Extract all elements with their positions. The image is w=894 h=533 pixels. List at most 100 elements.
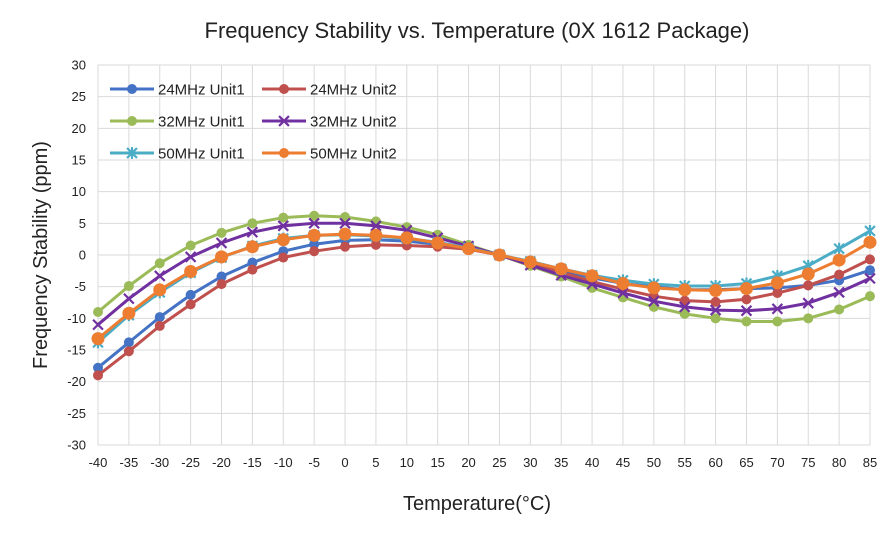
series-4 — [92, 217, 876, 331]
y-tick-label: -5 — [74, 279, 86, 294]
data-point — [308, 217, 320, 230]
data-point — [185, 299, 196, 310]
series-line — [97, 221, 871, 326]
data-point — [127, 84, 137, 94]
data-point — [216, 271, 227, 282]
y-tick-label: 10 — [72, 184, 86, 199]
legend-item: 50MHz Unit1 — [110, 146, 245, 163]
data-point — [741, 316, 752, 327]
legend-item: 50MHz Unit2 — [262, 146, 397, 163]
legend-label: 24MHz Unit1 — [158, 82, 245, 99]
data-point — [93, 307, 103, 317]
data-point — [276, 233, 290, 247]
data-point — [340, 241, 351, 252]
legend-label: 24MHz Unit2 — [310, 82, 397, 99]
x-tick-label: 25 — [492, 455, 506, 470]
data-point — [709, 283, 723, 297]
data-point — [247, 264, 258, 275]
data-point — [278, 115, 290, 127]
data-point — [833, 286, 845, 299]
data-point — [648, 295, 660, 307]
y-tick-label: -10 — [67, 311, 86, 326]
data-point — [679, 308, 690, 319]
data-point — [153, 283, 167, 297]
data-point — [93, 362, 103, 373]
data-point — [803, 313, 814, 324]
data-point — [834, 304, 845, 315]
y-tick-label: -15 — [67, 343, 86, 358]
data-point — [123, 346, 134, 357]
data-point — [369, 228, 383, 242]
data-point — [616, 277, 630, 290]
data-point — [184, 251, 197, 263]
data-point — [678, 301, 691, 313]
y-axis-ticks: -30 -25 -20 -15 -10 -5 0 5 10 15 20 25 30 — [67, 58, 86, 453]
data-point — [741, 294, 752, 305]
data-point — [127, 116, 137, 126]
x-tick-label: 55 — [677, 455, 691, 470]
y-tick-label: 20 — [72, 121, 86, 136]
data-point — [154, 258, 165, 269]
data-point — [802, 297, 814, 309]
data-point — [771, 303, 784, 315]
chart-title: Frequency Stability vs. Temperature (0X … — [205, 18, 750, 43]
x-tick-label: -40 — [89, 455, 108, 470]
x-tick-label: 60 — [708, 455, 722, 470]
data-point — [123, 292, 135, 305]
data-point — [309, 210, 320, 221]
x-tick-label: 35 — [554, 455, 568, 470]
y-tick-label: -30 — [67, 438, 86, 453]
x-tick-label: -30 — [150, 455, 169, 470]
x-tick-label: 10 — [400, 455, 414, 470]
data-point — [309, 239, 320, 250]
data-point — [279, 84, 289, 94]
data-point — [245, 240, 259, 254]
data-point — [277, 220, 290, 232]
data-point — [803, 280, 814, 291]
x-tick-label: 65 — [739, 455, 753, 470]
data-point — [154, 270, 166, 282]
x-tick-label: 50 — [647, 455, 661, 470]
x-tick-label: -25 — [181, 455, 200, 470]
data-point — [772, 316, 783, 327]
data-point — [647, 281, 661, 295]
x-tick-label: -20 — [212, 455, 231, 470]
data-point — [91, 332, 105, 346]
x-tick-label: 70 — [770, 455, 784, 470]
data-point — [462, 242, 476, 256]
data-point — [216, 227, 227, 238]
legend-label: 50MHz Unit1 — [158, 146, 245, 163]
data-point — [370, 239, 381, 250]
x-tick-label: 85 — [863, 455, 877, 470]
x-tick-label: 80 — [832, 455, 846, 470]
y-tick-label: 15 — [72, 153, 86, 168]
data-point — [492, 248, 506, 262]
data-point — [122, 306, 136, 320]
data-point — [278, 212, 289, 223]
data-point — [864, 272, 876, 285]
legend-label: 32MHz Unit1 — [158, 114, 245, 131]
data-point — [833, 242, 845, 255]
x-tick-label: 20 — [461, 455, 475, 470]
data-point — [370, 220, 382, 232]
data-point — [185, 240, 196, 251]
x-axis-title: Temperature(°C) — [403, 493, 551, 515]
x-tick-label: 45 — [616, 455, 630, 470]
data-point — [710, 313, 721, 324]
data-point — [154, 312, 165, 323]
data-point — [523, 255, 537, 269]
data-point — [247, 257, 258, 268]
x-tick-label: -15 — [243, 455, 262, 470]
data-point — [215, 237, 228, 249]
data-point — [126, 147, 138, 159]
legend-item: 24MHz Unit2 — [262, 82, 397, 99]
data-point — [617, 287, 629, 299]
y-tick-label: 25 — [72, 89, 86, 104]
legend-label: 32MHz Unit2 — [310, 114, 397, 131]
series-6 — [91, 227, 877, 346]
series-group — [91, 210, 877, 381]
x-axis-ticks: -40 -35 -30 -25 -20 -15 -10 -5 0 5 10 15 20 25 30 35 40 4… — [89, 455, 878, 470]
data-point — [338, 227, 352, 241]
series-line — [97, 214, 871, 323]
data-point — [865, 291, 875, 302]
